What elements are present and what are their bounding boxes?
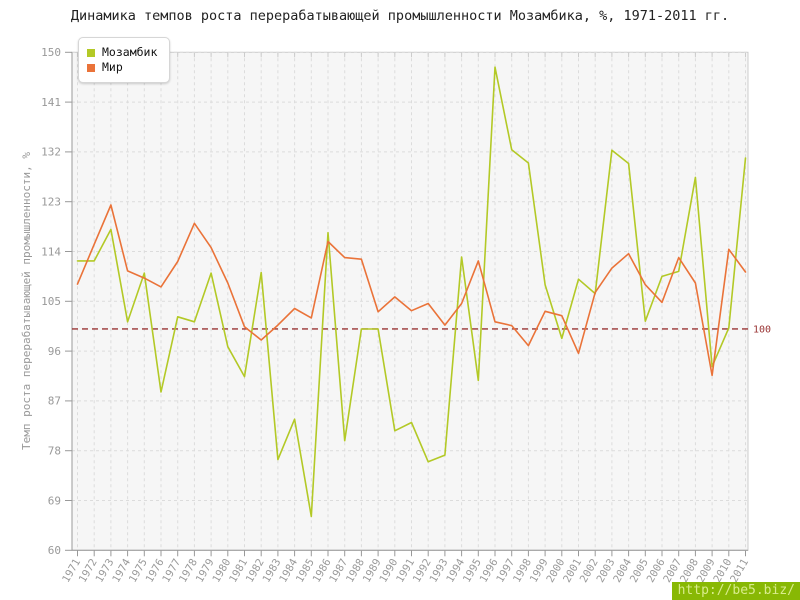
y-axis-title: Темп роста перерабатывающей промышленнос… bbox=[20, 152, 33, 450]
reference-line-label: 100 bbox=[753, 324, 771, 335]
legend-label-mozambique: Мозамбик bbox=[102, 45, 158, 59]
y-tick-label: 69 bbox=[48, 494, 61, 507]
legend: Мозамбик Мир bbox=[78, 37, 171, 83]
y-tick-label: 96 bbox=[48, 345, 61, 358]
y-tick-label: 123 bbox=[41, 196, 61, 209]
series-line-mozambique[interactable] bbox=[76, 66, 747, 518]
y-tick-label: 105 bbox=[41, 295, 61, 308]
y-tick-label: 114 bbox=[41, 245, 61, 258]
legend-swatch-world bbox=[87, 63, 95, 72]
y-tick-label: 78 bbox=[48, 445, 61, 458]
y-tick-label: 132 bbox=[41, 146, 61, 159]
legend-swatch-mozambique bbox=[87, 48, 95, 57]
series-line-world[interactable] bbox=[76, 204, 747, 377]
y-tick-label: 60 bbox=[48, 544, 61, 557]
legend-item-world[interactable]: Мир bbox=[87, 61, 157, 74]
legend-item-mozambique[interactable]: Мозамбик bbox=[87, 46, 157, 59]
watermark-link[interactable]: http://be5.biz/ bbox=[671, 582, 800, 600]
y-tick-label: 141 bbox=[41, 96, 61, 109]
legend-label-world: Мир bbox=[102, 60, 123, 74]
x-tick-label: 2011 bbox=[728, 557, 751, 585]
chart-title: Динамика темпов роста перерабатывающей п… bbox=[70, 8, 730, 24]
y-tick-label: 87 bbox=[48, 395, 61, 408]
y-tick-label: 150 bbox=[41, 46, 61, 59]
